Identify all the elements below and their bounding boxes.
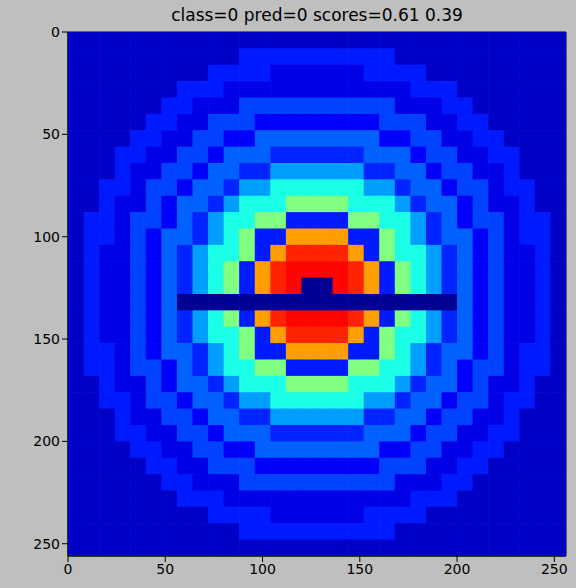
svg-text:50: 50 (156, 561, 174, 577)
svg-text:100: 100 (249, 561, 276, 577)
svg-text:150: 150 (346, 561, 373, 577)
svg-text:0: 0 (64, 561, 73, 577)
svg-text:150: 150 (33, 331, 60, 347)
svg-text:250: 250 (33, 536, 60, 552)
html-text:class=0 pred=0 scores=0.61 0.3: class=0 pred=0 scores=0.61 0.39 (171, 5, 463, 25)
svg-text:50: 50 (42, 126, 60, 142)
svg-text:100: 100 (33, 229, 60, 245)
svg-text:200: 200 (33, 433, 60, 449)
svg-text:0: 0 (51, 24, 60, 40)
svg-text:250: 250 (541, 561, 568, 577)
svg-text:200: 200 (444, 561, 471, 577)
